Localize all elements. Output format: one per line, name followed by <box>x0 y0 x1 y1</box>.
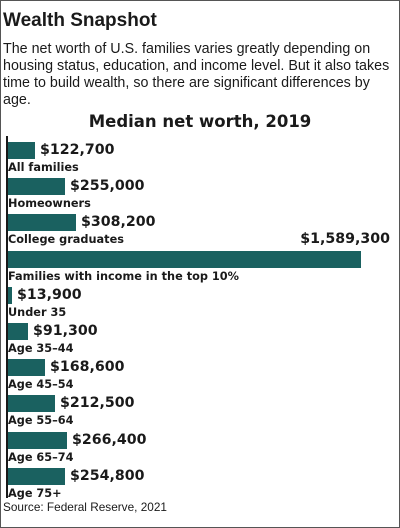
chart-title: Median net worth, 2019 <box>88 112 312 131</box>
source-note: Source: Federal Reserve, 2021 <box>3 500 167 514</box>
bar-value-label: $255,000 <box>70 178 145 194</box>
y-axis-line <box>6 136 8 498</box>
bar <box>8 323 28 340</box>
bar <box>8 468 65 485</box>
bar-value-label: $122,700 <box>40 142 115 158</box>
bar-value-label: $168,600 <box>50 359 125 375</box>
category-label: Under 35 <box>8 306 67 319</box>
category-label: Age 45–54 <box>8 378 74 391</box>
bar <box>8 432 67 449</box>
bar-value-label: $13,900 <box>17 287 82 303</box>
page-title: Wealth Snapshot <box>3 10 157 31</box>
bar-value-label: $91,300 <box>33 323 98 339</box>
bar <box>8 251 361 268</box>
bar-value-label: $1,589,300 <box>300 231 390 247</box>
category-label: Age 55–64 <box>8 414 74 427</box>
bar <box>8 359 45 376</box>
bar-value-label: $308,200 <box>81 214 156 230</box>
intro-text: The net worth of U.S. families varies gr… <box>3 41 390 108</box>
bar <box>8 142 35 159</box>
category-label: College graduates <box>8 233 124 246</box>
category-label: Homeowners <box>8 197 91 210</box>
bar-value-label: $254,800 <box>70 468 145 484</box>
bar <box>8 214 76 231</box>
bar <box>8 395 55 412</box>
category-label: Families with income in the top 10% <box>8 270 239 283</box>
category-label: Age 75+ <box>8 487 62 500</box>
category-label: Age 35–44 <box>8 342 74 355</box>
bar-value-label: $212,500 <box>60 395 135 411</box>
category-label: All families <box>8 161 79 174</box>
category-label: Age 65–74 <box>8 451 74 464</box>
bar-value-label: $266,400 <box>72 432 147 448</box>
bar <box>8 178 65 195</box>
bar <box>8 287 12 304</box>
